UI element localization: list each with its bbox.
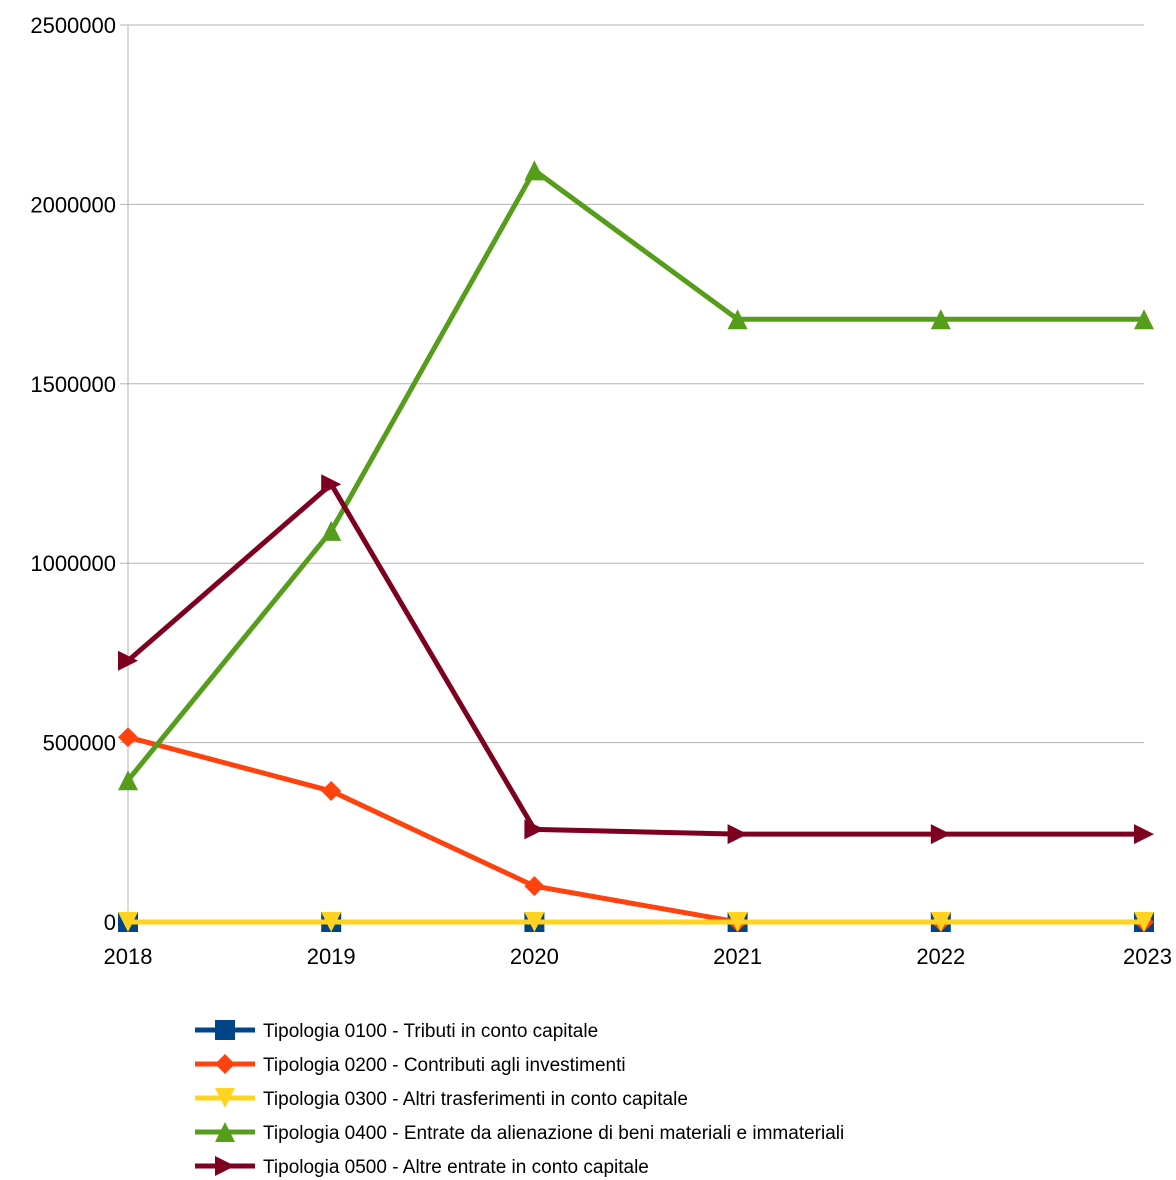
- x-tick-label: 2019: [307, 944, 356, 969]
- series-4: [118, 160, 1154, 791]
- data-point: [524, 819, 545, 840]
- legend-marker: [215, 1122, 235, 1142]
- y-tick-label: 2500000: [30, 13, 116, 38]
- data-point: [321, 474, 342, 495]
- data-point: [727, 309, 748, 330]
- legend-item: Tipologia 0500 - Altre entrate in conto …: [195, 1156, 649, 1178]
- data-point: [118, 727, 138, 748]
- data-point: [1134, 824, 1154, 845]
- x-axis-ticks: 2018 2019 2020 2021 2022 2023: [104, 922, 1172, 969]
- data-point: [524, 876, 545, 897]
- legend-label: Tipologia 0300 - Altri trasferimenti in …: [263, 1089, 688, 1110]
- legend: Tipologia 0100 - Tributi in conto capita…: [195, 1020, 844, 1178]
- legend-item: Tipologia 0200 - Contributi agli investi…: [195, 1054, 626, 1076]
- data-point: [930, 309, 951, 330]
- data-point: [727, 824, 748, 845]
- data-point: [524, 912, 545, 932]
- y-tick-label: 2000000: [30, 192, 116, 217]
- legend-marker: [215, 1088, 235, 1108]
- data-point: [1134, 309, 1154, 330]
- data-point: [930, 824, 951, 845]
- data-point: [118, 650, 138, 671]
- y-tick-label: 1500000: [30, 372, 116, 397]
- legend-label: Tipologia 0200 - Contributi agli investi…: [263, 1055, 626, 1076]
- x-tick-label: 2018: [104, 944, 153, 969]
- x-tick-label: 2023: [1123, 944, 1172, 969]
- y-tick-label: 0: [104, 910, 116, 935]
- x-tick-label: 2020: [510, 944, 559, 969]
- data-point: [118, 770, 138, 791]
- series-line: [126, 166, 1144, 782]
- x-tick-label: 2022: [916, 944, 965, 969]
- y-tick-label: 500000: [43, 731, 116, 756]
- legend-label: Tipologia 0100 - Tributi in conto capita…: [263, 1021, 598, 1042]
- series-5: [118, 474, 1154, 845]
- data-point: [118, 912, 138, 932]
- axes: [127, 25, 1144, 923]
- data-point: [321, 520, 342, 541]
- gridlines: [128, 24, 1144, 744]
- y-axis-ticks: 0 500000 1000000 1500000 2000000 2500000: [30, 13, 128, 935]
- data-point: [1134, 912, 1154, 932]
- data-point: [321, 781, 342, 802]
- legend-item: Tipologia 0100 - Tributi in conto capita…: [195, 1020, 598, 1042]
- data-point: [930, 912, 951, 932]
- x-tick-label: 2021: [713, 944, 762, 969]
- data-point: [524, 160, 545, 181]
- y-tick-label: 1000000: [30, 551, 116, 576]
- legend-item: Tipologia 0300 - Altri trasferimenti in …: [195, 1088, 688, 1110]
- legend-label: Tipologia 0500 - Altre entrate in conto …: [263, 1157, 649, 1178]
- legend-item: Tipologia 0400 - Entrate da alienazione …: [195, 1122, 844, 1144]
- series-line: [126, 480, 1144, 837]
- data-point: [321, 912, 342, 932]
- legend-marker: [215, 1054, 235, 1074]
- legend-marker: [215, 1020, 235, 1040]
- data-point: [727, 912, 748, 932]
- legend-marker: [215, 1156, 235, 1176]
- legend-label: Tipologia 0400 - Entrate da alienazione …: [263, 1123, 844, 1144]
- series-lines: [118, 160, 1154, 932]
- series-3: [118, 912, 1154, 932]
